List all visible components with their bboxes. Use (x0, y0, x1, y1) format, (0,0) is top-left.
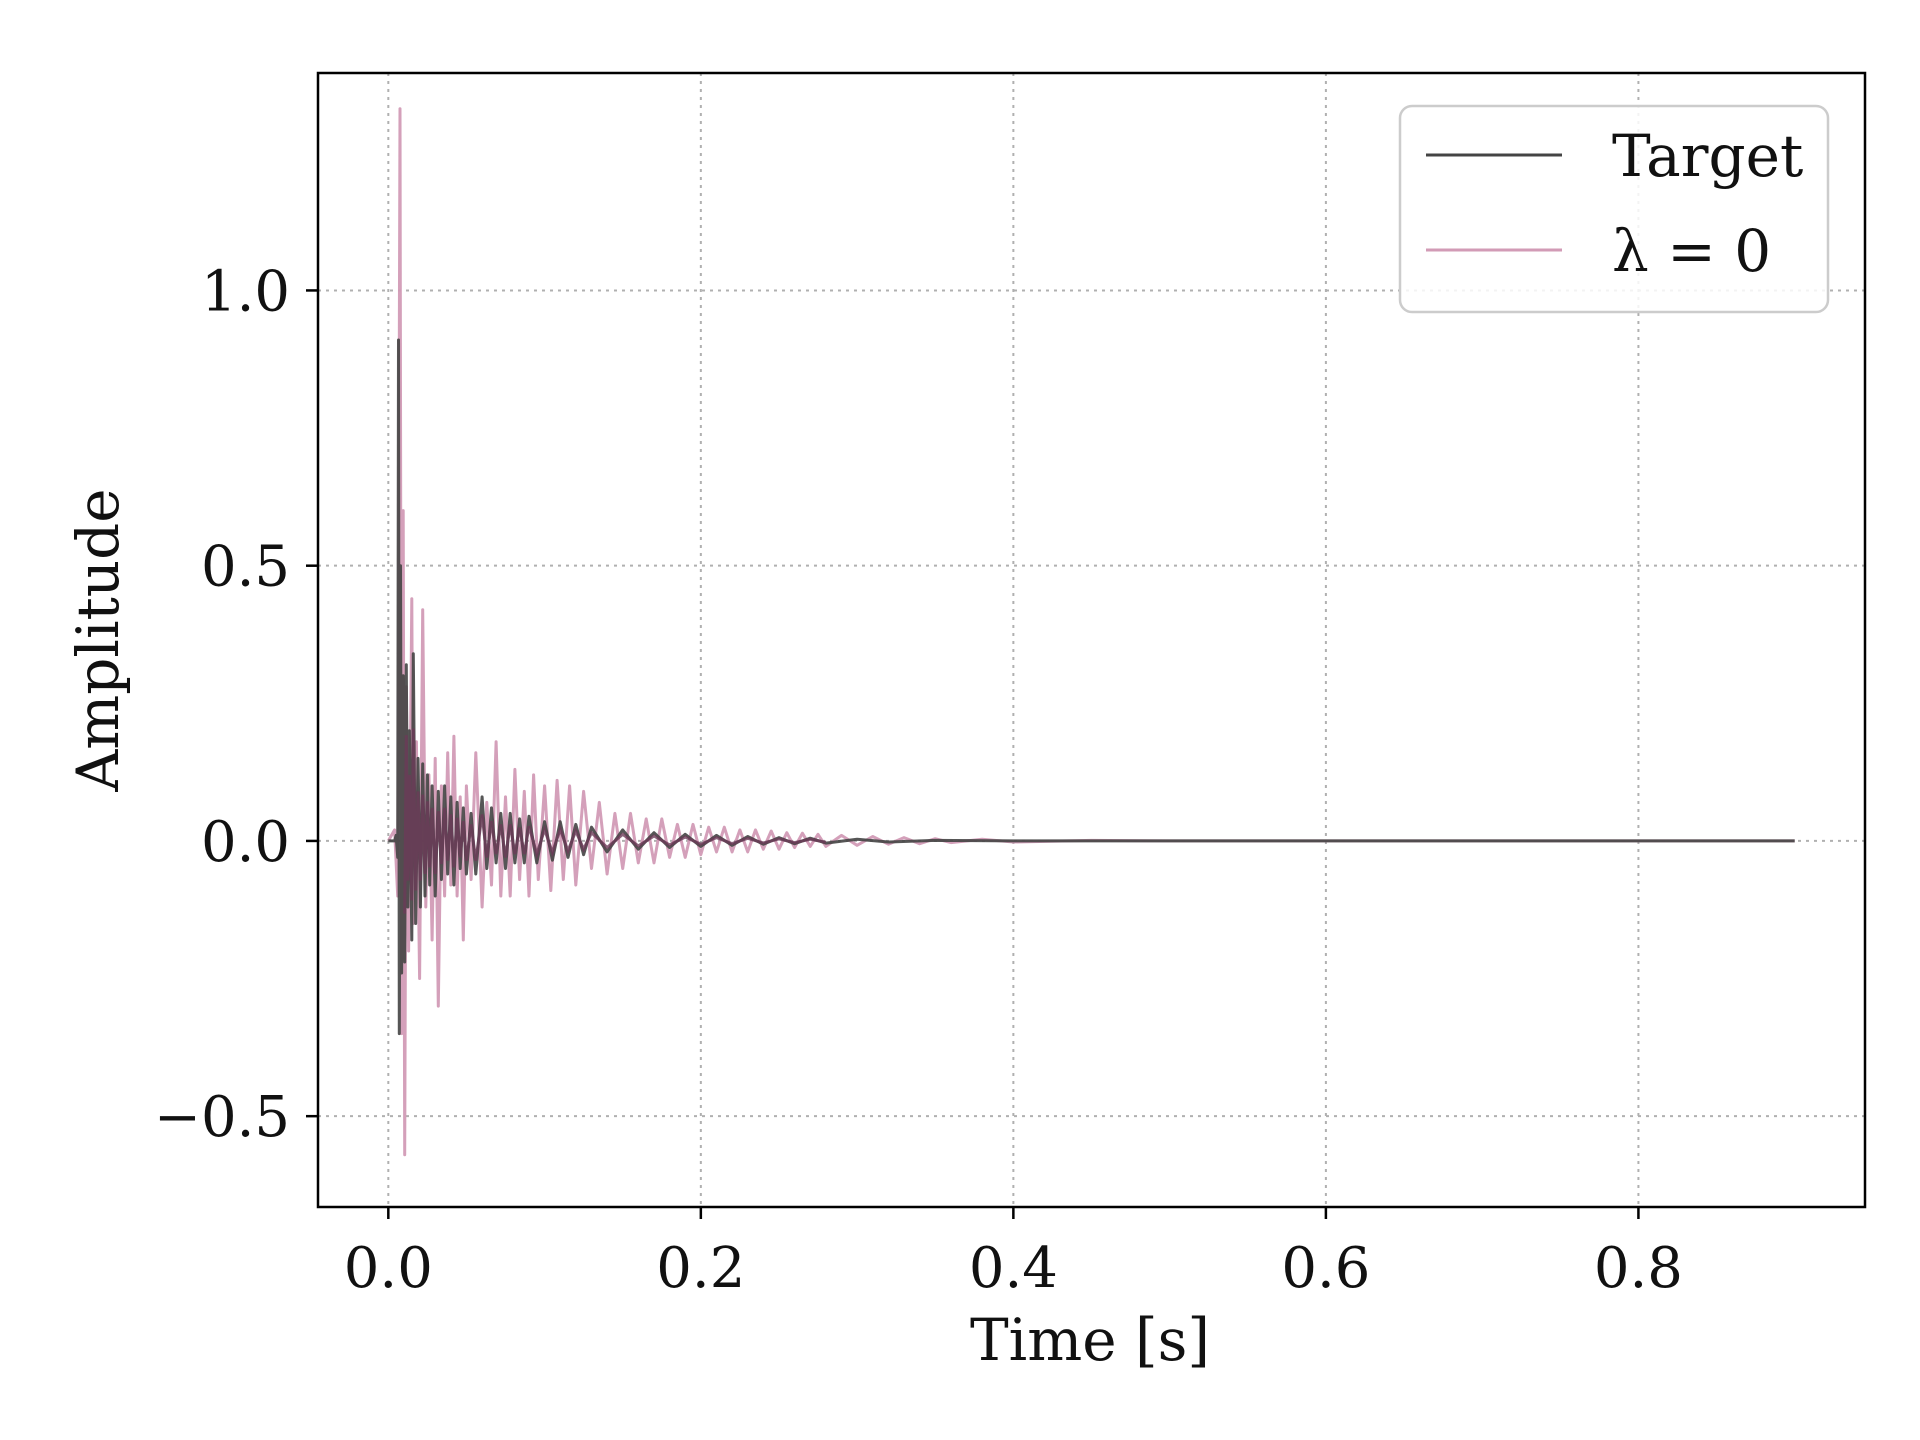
legend-box (1398, 104, 1830, 314)
legend-label-target: Target (1612, 122, 1803, 190)
series-lambda-line (386, 107, 1795, 1157)
series-overlap-line (403, 728, 827, 914)
y-tick-label: −0.5 (154, 1085, 290, 1150)
axis-ticks: 0.0 0.2 0.4 0.6 0.8 −0.5 0.0 0.5 1.0 (154, 259, 1683, 1301)
x-tick-label: 0.6 (1281, 1236, 1370, 1301)
y-axis-label: Amplitude (64, 488, 132, 792)
legend: Target λ = 0 (1398, 104, 1830, 314)
x-axis-label: Time [s] (970, 1306, 1210, 1374)
y-tick-label: 0.0 (201, 810, 290, 875)
x-tick-label: 0.8 (1594, 1236, 1683, 1301)
x-tick-label: 0.0 (344, 1236, 433, 1301)
x-tick-label: 0.2 (656, 1236, 745, 1301)
y-tick-label: 1.0 (201, 259, 290, 324)
x-tick-label: 0.4 (969, 1236, 1058, 1301)
plot-series (386, 107, 1795, 1157)
grid-lines (318, 73, 1865, 1207)
plot-frame (316, 71, 1867, 1209)
y-tick-label: 0.5 (201, 535, 290, 600)
legend-label-lambda: λ = 0 (1612, 217, 1771, 285)
